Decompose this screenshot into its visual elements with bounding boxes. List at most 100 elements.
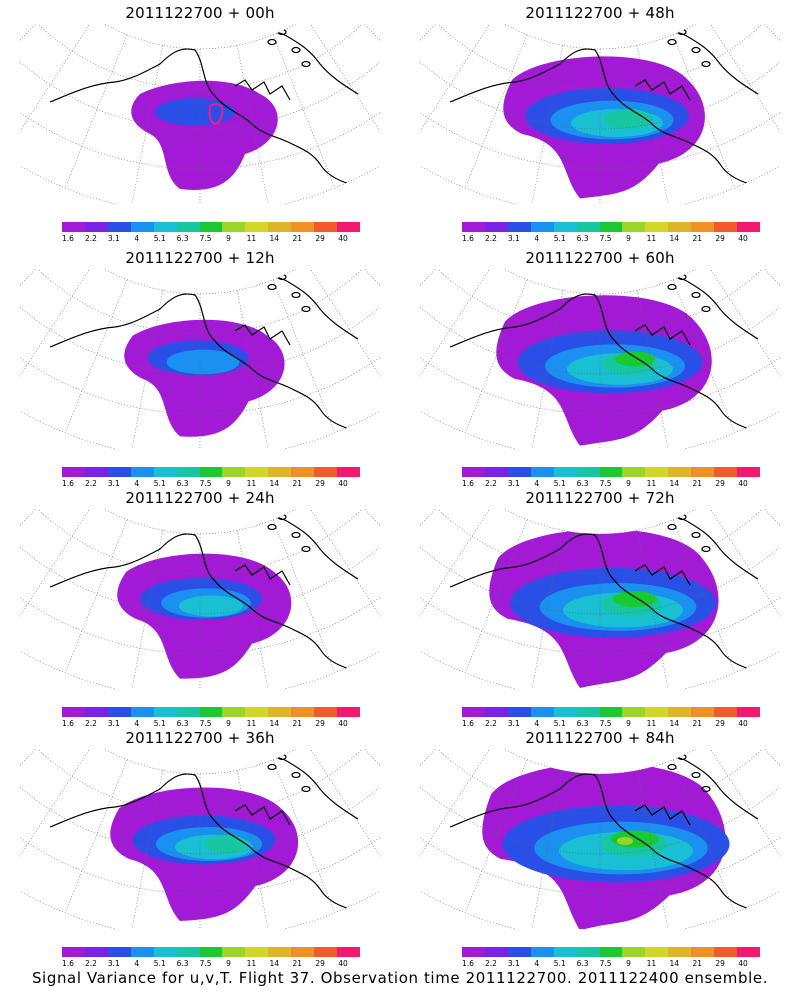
colorbar-swatch <box>599 222 623 232</box>
colorbar-label: 40 <box>338 959 348 968</box>
colorbar-swatch <box>107 467 131 477</box>
colorbar-label: 40 <box>738 719 748 728</box>
colorbar-label: 7.5 <box>199 234 212 243</box>
colorbar-label: 3.1 <box>507 234 520 243</box>
colorbar <box>462 467 760 477</box>
colorbar-label: 3.1 <box>507 719 520 728</box>
colorbar-label: 7.5 <box>199 479 212 488</box>
colorbar <box>62 707 360 717</box>
colorbar-label: 4 <box>534 479 540 488</box>
colorbar-label: 40 <box>338 479 348 488</box>
colorbar-swatch <box>622 947 646 957</box>
graticule <box>420 509 780 689</box>
map-panel: 2011122700 + 12h 1.6 2.2 3.1 4 5.1 6.3 7.5 9 11 14… <box>0 245 400 490</box>
panel-title: 2011122700 + 00h <box>125 4 275 22</box>
colorbar-label: 9 <box>226 234 231 243</box>
colorbar-swatch <box>62 707 85 717</box>
colorbar-label: 21 <box>292 234 302 243</box>
colorbar-label: 6.3 <box>176 719 189 728</box>
colorbar-label: 29 <box>315 479 325 488</box>
colorbar-swatch <box>599 707 623 717</box>
colorbar-label: 3.1 <box>107 959 120 968</box>
colorbar-label: 29 <box>315 959 325 968</box>
colorbar-swatch <box>668 467 692 477</box>
colorbar-label: 2.2 <box>484 719 497 728</box>
colorbar-swatch <box>153 707 177 717</box>
colorbar-label: 14 <box>269 234 280 243</box>
colorbar-swatch <box>714 707 738 717</box>
colorbar-label: 6.3 <box>576 719 589 728</box>
colorbar-swatch <box>507 707 531 717</box>
colorbar-swatch <box>314 707 338 717</box>
figure-caption: Signal Variance for u,v,T. Flight 37. Ob… <box>31 969 769 987</box>
colorbar-label: 4 <box>134 719 140 728</box>
colorbar-swatch <box>691 707 715 717</box>
colorbar-swatch <box>714 222 738 232</box>
colorbar-swatch <box>268 222 292 232</box>
colorbar-label: 2.2 <box>84 719 97 728</box>
colorbar-label: 7.5 <box>199 719 212 728</box>
colorbar-label: 6.3 <box>176 959 189 968</box>
colorbar-swatch <box>645 707 669 717</box>
panel-title: 2011122700 + 36h <box>125 729 275 747</box>
colorbar-label: 5.1 <box>553 234 566 243</box>
colorbar-swatch <box>176 707 200 717</box>
colorbar-swatch <box>599 467 623 477</box>
colorbar-label: 1.6 <box>462 479 474 488</box>
colorbar-label: 1.6 <box>462 719 474 728</box>
graticule <box>420 749 780 929</box>
colorbar-label: 21 <box>692 234 702 243</box>
colorbar-swatch <box>576 467 600 477</box>
colorbar-swatch <box>553 467 577 477</box>
colorbar-swatch <box>668 947 692 957</box>
colorbar-label: 29 <box>315 234 325 243</box>
colorbar-label: 29 <box>715 479 725 488</box>
colorbar-label: 2.2 <box>84 479 97 488</box>
colorbar-label: 11 <box>646 234 657 243</box>
colorbar-swatch <box>245 707 269 717</box>
colorbar-label: 21 <box>292 719 302 728</box>
graticule <box>20 269 380 449</box>
colorbar-labels: 1.6 2.2 3.1 4 5.1 6.3 7.5 9 11 14 21 29 40 <box>460 234 764 244</box>
polar-map <box>420 24 780 204</box>
colorbar-swatch <box>507 467 531 477</box>
colorbar-swatch <box>62 222 85 232</box>
colorbar-label: 40 <box>738 234 748 243</box>
colorbar-label: 4 <box>134 959 140 968</box>
colorbar-swatch <box>222 707 246 717</box>
colorbar-labels: 1.6 2.2 3.1 4 5.1 6.3 7.5 9 11 14 21 29 40 <box>60 959 364 969</box>
panel-title: 2011122700 + 60h <box>525 249 675 267</box>
colorbar-swatch <box>245 222 269 232</box>
colorbar-swatch <box>291 467 315 477</box>
colorbar-swatch <box>530 707 554 717</box>
colorbar-label: 4 <box>534 234 540 243</box>
colorbar-label: 2.2 <box>84 234 97 243</box>
colorbar-label: 6.3 <box>576 479 589 488</box>
colorbar-label: 5.1 <box>553 719 566 728</box>
colorbar-swatch <box>714 467 738 477</box>
colorbar-swatch <box>245 947 269 957</box>
colorbar-label: 14 <box>669 719 680 728</box>
colorbar-label: 9 <box>226 959 231 968</box>
colorbar-label: 1.6 <box>62 479 74 488</box>
colorbar <box>462 707 760 717</box>
colorbar-label: 6.3 <box>176 479 189 488</box>
colorbar-swatch <box>199 947 223 957</box>
colorbar-label: 1.6 <box>462 959 474 968</box>
colorbar-swatch <box>268 467 292 477</box>
colorbar-label: 5.1 <box>153 234 166 243</box>
colorbar-swatch <box>337 467 360 477</box>
map-panel: 2011122700 + 84h 1.6 2.2 3.1 4 5.1 6.3 7.5 9 11 14… <box>400 725 800 970</box>
graticule <box>20 749 380 929</box>
colorbar-label: 29 <box>315 719 325 728</box>
colorbar-labels: 1.6 2.2 3.1 4 5.1 6.3 7.5 9 11 14 21 29 40 <box>460 959 764 969</box>
map-panel: 2011122700 + 48h 1.6 2.2 3.1 4 5.1 6.3 7.5 9 11 14… <box>400 0 800 245</box>
colorbar-swatch <box>337 947 360 957</box>
colorbar-swatch <box>737 947 760 957</box>
colorbar-swatch <box>484 947 508 957</box>
colorbar-swatch <box>222 947 246 957</box>
graticule <box>20 24 380 204</box>
colorbar-label: 21 <box>292 959 302 968</box>
colorbar-label: 6.3 <box>176 234 189 243</box>
colorbar-label: 11 <box>246 959 257 968</box>
